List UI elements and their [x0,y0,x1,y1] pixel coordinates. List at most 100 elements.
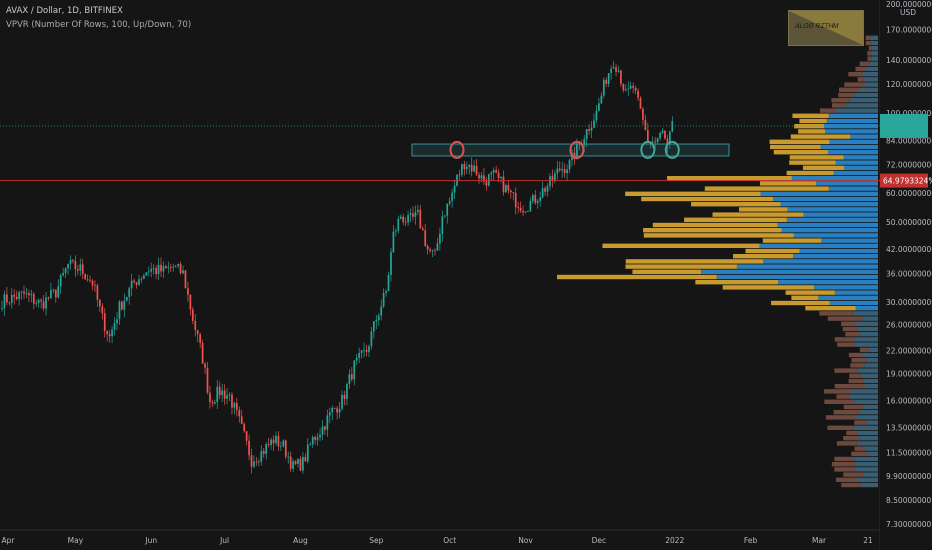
vp-row [865,35,878,40]
candle [404,217,407,227]
price-tick-label: 120.00000000 [886,80,932,89]
candle [451,188,453,208]
vp-row [820,108,878,113]
candle [524,211,527,214]
vp-row [794,124,878,129]
svg-text:64.9793324%: 64.9793324% [883,177,932,186]
candle [130,273,133,297]
price-tick-label: 84.00000000 [886,136,932,145]
candle [399,214,402,220]
vp-row [785,290,878,295]
candle [106,330,109,342]
candle [125,296,128,302]
candle [182,265,184,275]
vp-row [625,259,878,264]
time-tick-label: May [68,536,84,545]
symbol-title: AVAX / Dollar, 1D, BITFINEX [6,6,123,16]
candle [461,163,463,178]
price-tick-label: 170.00000000 [886,26,932,35]
time-tick-label: Jun [144,536,157,545]
candle [595,105,598,124]
candle [91,278,94,291]
candle [622,83,625,93]
candle [218,381,221,400]
candle [191,306,194,325]
candle [319,428,321,442]
candle [84,273,87,280]
candle [37,298,40,308]
price-tick-label: 60.00000000 [886,189,932,198]
candle [155,265,157,279]
candle [277,431,280,452]
vp-row [652,222,878,228]
vp-row [851,451,878,456]
candle [140,276,143,284]
candle [128,286,131,305]
time-axis[interactable]: Apr May Jun Jul Aug Sep Oct Nov Dec 2022 Feb Mar 21 [2,536,873,545]
candle [294,460,297,466]
candle [160,257,162,278]
candle [468,163,471,175]
candle [167,261,170,274]
candle [522,205,524,217]
time-tick-label: Feb [744,536,758,545]
candle [483,167,485,186]
candle [209,385,211,409]
price-axis[interactable]: 200.00000000 170.00000000 140.00000000 120.… [880,0,932,550]
candle [101,303,104,320]
candle [527,210,529,212]
candle [346,382,348,406]
candle [145,271,148,277]
candle [57,279,60,299]
vp-row [841,482,878,488]
candle [306,438,309,464]
candle [111,326,113,344]
vp-row [842,326,878,332]
candle [561,161,564,178]
candle [612,60,615,70]
candle [226,387,228,405]
candle [69,255,72,270]
candle [194,313,197,337]
vp-row [722,285,878,290]
candle [98,299,101,312]
vp-row [841,321,878,326]
vp-row [865,40,878,46]
pivot-circle [449,140,465,159]
candle [250,448,253,474]
candle [375,314,378,330]
candle [668,130,671,149]
candle [424,223,427,247]
candle [52,288,55,294]
vp-row [805,306,878,311]
currency-unit: USD [900,8,916,17]
candle [79,258,82,277]
vp-row [704,186,878,191]
time-tick-label: 2022 [665,536,684,545]
candle [610,65,612,80]
candle [370,327,373,350]
candle [500,176,502,183]
indicator-legend[interactable]: VPVR (Number Of Rows, 100, Up/Down, 70) [6,20,192,30]
candle [287,451,290,464]
vp-row [557,274,878,280]
candle [94,280,96,292]
candle [143,273,145,280]
candle [343,390,346,406]
candle [639,96,642,109]
candle [72,258,74,264]
candle [18,290,20,306]
candle [15,290,18,301]
vp-row [843,472,878,477]
candle [395,228,397,237]
candle [497,168,500,183]
candle [598,97,600,112]
candle [656,137,659,145]
candle [453,180,456,199]
candle [632,82,635,94]
vp-row [836,394,878,399]
vp-row [799,118,878,124]
candle [28,289,30,303]
candle [162,261,165,278]
